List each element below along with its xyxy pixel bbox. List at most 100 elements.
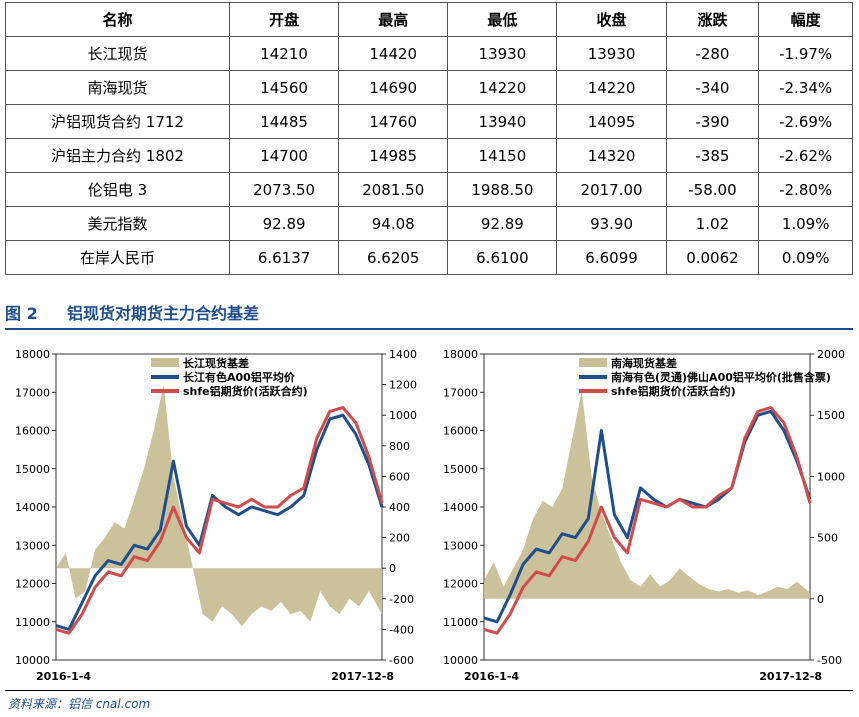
legend-swatch-area: [579, 358, 607, 367]
column-header: 开盘: [228, 2, 340, 37]
table-cell: 14220: [447, 70, 558, 105]
table-cell: 1.09%: [758, 206, 853, 241]
table-cell: -340: [665, 70, 760, 105]
futures-price-line: [483, 406, 812, 635]
table-cell: 92.89: [228, 206, 340, 241]
row-label: 美元指数: [5, 206, 230, 241]
figure-caption: 铝现货对期货主力合约基差: [67, 304, 260, 323]
footer-divider: [5, 690, 853, 691]
right-tick-label: 1000: [389, 409, 417, 422]
row-label: 沪铝主力合约 1802: [5, 138, 230, 173]
left-tick-label: 10000: [443, 654, 478, 667]
right-tick-label: 0: [389, 562, 396, 575]
table-row: 美元指数 92.89 94.08 92.89 93.90 1.02 1.09%: [5, 206, 853, 241]
table-row: 长江现货 14210 14420 13930 13930 -280 -1.97%: [5, 36, 853, 71]
table-cell: 2073.50: [228, 172, 340, 207]
basis-area-series: [484, 390, 810, 599]
table-row: 沪铝现货合约 1712 14485 14760 13940 14095 -390 -2.69…: [5, 104, 853, 139]
figure-title: 图 2 铝现货对期货主力合约基差: [5, 300, 259, 324]
legend-label: shfe铝期货价(活跃合约): [183, 384, 308, 398]
table-cell: 14210: [228, 36, 340, 71]
right-tick-label: 500: [817, 532, 838, 545]
legend-label: 南海现货基差: [611, 356, 677, 370]
right-tick-label: 400: [389, 501, 410, 514]
table-cell: 13940: [447, 104, 558, 139]
figure-divider: [5, 328, 853, 330]
right-tick-label: 600: [389, 470, 410, 483]
row-label: 在岸人民币: [5, 240, 230, 275]
table-cell: 2017.00: [556, 172, 667, 207]
legend-swatch-area: [151, 358, 179, 367]
table-cell: 14985: [338, 138, 449, 173]
right-tick-label: 1400: [389, 348, 417, 361]
left-tick-label: 13000: [15, 539, 50, 552]
table-cell: -280: [665, 36, 760, 71]
table-cell: 14150: [447, 138, 558, 173]
table-cell: 14220: [556, 70, 667, 105]
right-tick-label: 2000: [817, 348, 845, 361]
table-header-row: 名称 开盘 最高 最低 收盘 涨跌 幅度: [5, 2, 853, 37]
table-cell: 2081.50: [338, 172, 449, 207]
right-tick-label: 200: [389, 532, 410, 545]
table-cell: 0.0062: [665, 240, 760, 275]
table-cell: 14420: [338, 36, 449, 71]
left-tick-label: 10000: [15, 654, 50, 667]
table-cell: 1988.50: [447, 172, 558, 207]
left-tick-label: 18000: [15, 348, 50, 361]
left-tick-label: 13000: [443, 539, 478, 552]
figure-number: 图 2: [5, 304, 38, 323]
right-tick-label: -200: [389, 593, 414, 606]
row-label: 伦铝电 3: [5, 172, 230, 207]
left-tick-label: 12000: [443, 578, 478, 591]
table-cell: -390: [665, 104, 760, 139]
table-cell: 6.6205: [338, 240, 449, 275]
left-tick-label: 14000: [443, 501, 478, 514]
right-tick-label: 1000: [817, 470, 845, 483]
table-cell: -2.69%: [758, 104, 853, 139]
row-label: 长江现货: [5, 36, 230, 71]
table-cell: -2.80%: [758, 172, 853, 207]
legend-label: shfe铝期货价(活跃合约): [611, 384, 736, 398]
table-cell: 14485: [228, 104, 340, 139]
table-cell: 94.08: [338, 206, 449, 241]
table-cell: 13930: [447, 36, 558, 71]
left-tick-label: 18000: [443, 348, 478, 361]
futures-price-line: [55, 406, 384, 635]
left-tick-label: 15000: [443, 463, 478, 476]
left-tick-label: 17000: [15, 386, 50, 399]
table-cell: -58.00: [665, 172, 760, 207]
right-tick-label: -500: [817, 654, 842, 667]
column-header: 幅度: [758, 2, 853, 37]
right-tick-label: 0: [817, 593, 824, 606]
table-cell: 14320: [556, 138, 667, 173]
left-tick-label: 16000: [15, 425, 50, 438]
table-cell: -2.62%: [758, 138, 853, 173]
table-cell: 14700: [228, 138, 340, 173]
table-cell: 14095: [556, 104, 667, 139]
table-cell: 6.6100: [447, 240, 558, 275]
table-row: 南海现货 14560 14690 14220 14220 -340 -2.34%: [5, 70, 853, 105]
chart-nanhai-basis: 1800017000160001500014000130001200011000…: [443, 348, 845, 683]
column-header: 最高: [338, 2, 449, 37]
source-note: 资料来源：铝信 cnal.com: [8, 697, 151, 711]
table-cell: 14560: [228, 70, 340, 105]
table-cell: 6.6137: [228, 240, 340, 275]
left-tick-label: 11000: [443, 616, 478, 629]
left-tick-label: 11000: [15, 616, 50, 629]
row-label: 沪铝现货合约 1712: [5, 104, 230, 139]
spot-price-line: [483, 409, 812, 624]
table-cell: 93.90: [556, 206, 667, 241]
column-header: 收盘: [556, 2, 667, 37]
table-cell: -385: [665, 138, 760, 173]
x-start-label: 2016-1-4: [464, 670, 519, 683]
quotes-table: 名称 开盘 最高 最低 收盘 涨跌 幅度 长江现货 14210 14420 13930 13930-…: [5, 2, 853, 275]
left-tick-label: 12000: [15, 578, 50, 591]
left-tick-label: 14000: [15, 501, 50, 514]
x-end-label: 2017-12-8: [331, 670, 394, 683]
plot-frame: [55, 353, 383, 661]
table-row: 在岸人民币 6.6137 6.6205 6.6100 6.6099 0.0062 0.09%: [5, 240, 853, 275]
basis-area-series: [56, 384, 382, 627]
left-tick-label: 15000: [15, 463, 50, 476]
table-cell: -1.97%: [758, 36, 853, 71]
right-tick-label: -400: [389, 623, 414, 636]
